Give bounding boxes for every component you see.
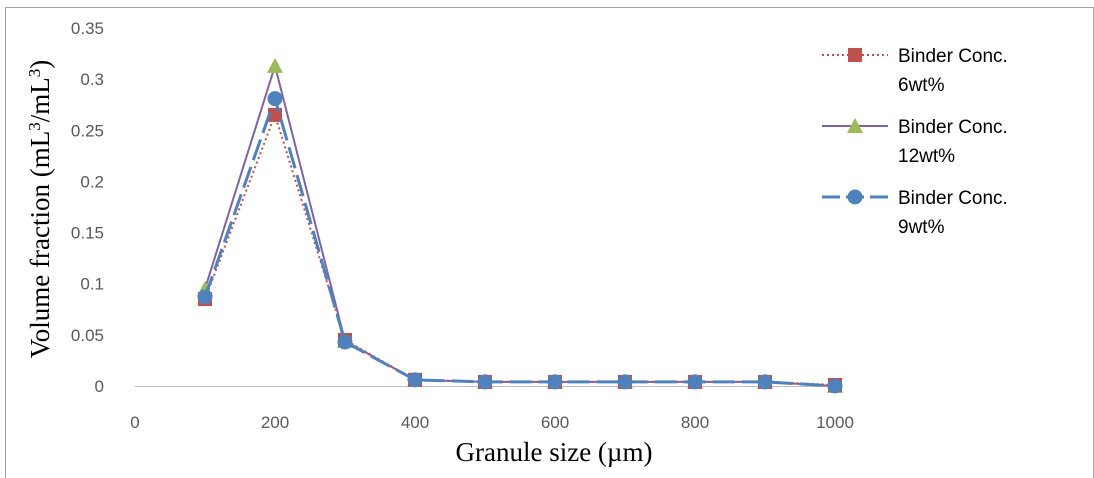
legend-label: Binder Conc.	[898, 188, 1008, 209]
legend-entry: Binder Conc. 6wt%	[822, 46, 1008, 96]
plot-area	[197, 57, 843, 394]
y-tick-label: 0.05	[71, 326, 104, 345]
y-tick-label: 0.2	[80, 172, 104, 191]
data-point	[197, 289, 213, 305]
legend-label: 12wt%	[898, 146, 955, 167]
y-axis-title-part: Volume fraction (mL	[25, 131, 55, 358]
legend-label: Binder Conc.	[898, 46, 1008, 67]
y-tick-label: 0.1	[80, 275, 104, 294]
data-point	[267, 57, 283, 73]
y-axis-title: Volume fraction (mL3/mL3)	[25, 60, 56, 358]
legend-marker	[848, 48, 862, 62]
y-tick-label: 0.15	[71, 224, 104, 243]
legend-label: 6wt%	[898, 75, 945, 96]
x-tick-label: 800	[681, 413, 709, 432]
series-line	[204, 113, 836, 386]
data-point	[757, 374, 773, 390]
legend: Binder Conc.6wt%Binder Conc.12wt%Binder …	[822, 46, 1008, 238]
data-point	[547, 374, 563, 390]
y-tick-label: 0.25	[71, 121, 104, 140]
y-axis-title-part: 3	[25, 122, 44, 131]
data-point	[337, 334, 353, 350]
y-axis-title-part: /mL	[25, 77, 55, 122]
axes: 0 0.05 0.1 0.15 0.2 0.25 0.3 0.35 0 200 400 600 800 1…	[71, 19, 854, 432]
data-point	[827, 378, 843, 394]
legend-label: Binder Conc.	[898, 117, 1008, 138]
x-tick-label: 600	[541, 413, 569, 432]
x-tick-label: 0	[130, 413, 139, 432]
x-axis-title: Granule size (µm)	[456, 437, 653, 467]
data-point	[687, 374, 703, 390]
legend-marker	[847, 118, 863, 133]
data-point	[477, 374, 493, 390]
legend-entry: Binder Conc. 9wt%	[822, 188, 1008, 238]
y-tick-label: 0.35	[71, 19, 104, 38]
data-point	[267, 91, 283, 107]
y-axis-title-part: 3	[25, 69, 44, 78]
series-2	[197, 91, 843, 394]
x-tick-label: 1000	[816, 413, 854, 432]
y-tick-label: 0.3	[80, 70, 104, 89]
data-point	[407, 372, 423, 388]
data-point	[617, 374, 633, 390]
legend-marker	[847, 189, 863, 205]
legend-entry: Binder Conc. 12wt%	[822, 117, 1008, 167]
series-1	[197, 57, 843, 393]
x-tick-label: 400	[401, 413, 429, 432]
series-line	[203, 97, 836, 388]
series-0	[198, 107, 842, 392]
series-line	[204, 64, 836, 387]
legend-label: 9wt%	[898, 217, 945, 238]
x-tick-label: 200	[261, 413, 289, 432]
y-tick-label: 0	[95, 377, 104, 396]
y-axis-title-part: )	[25, 60, 55, 69]
